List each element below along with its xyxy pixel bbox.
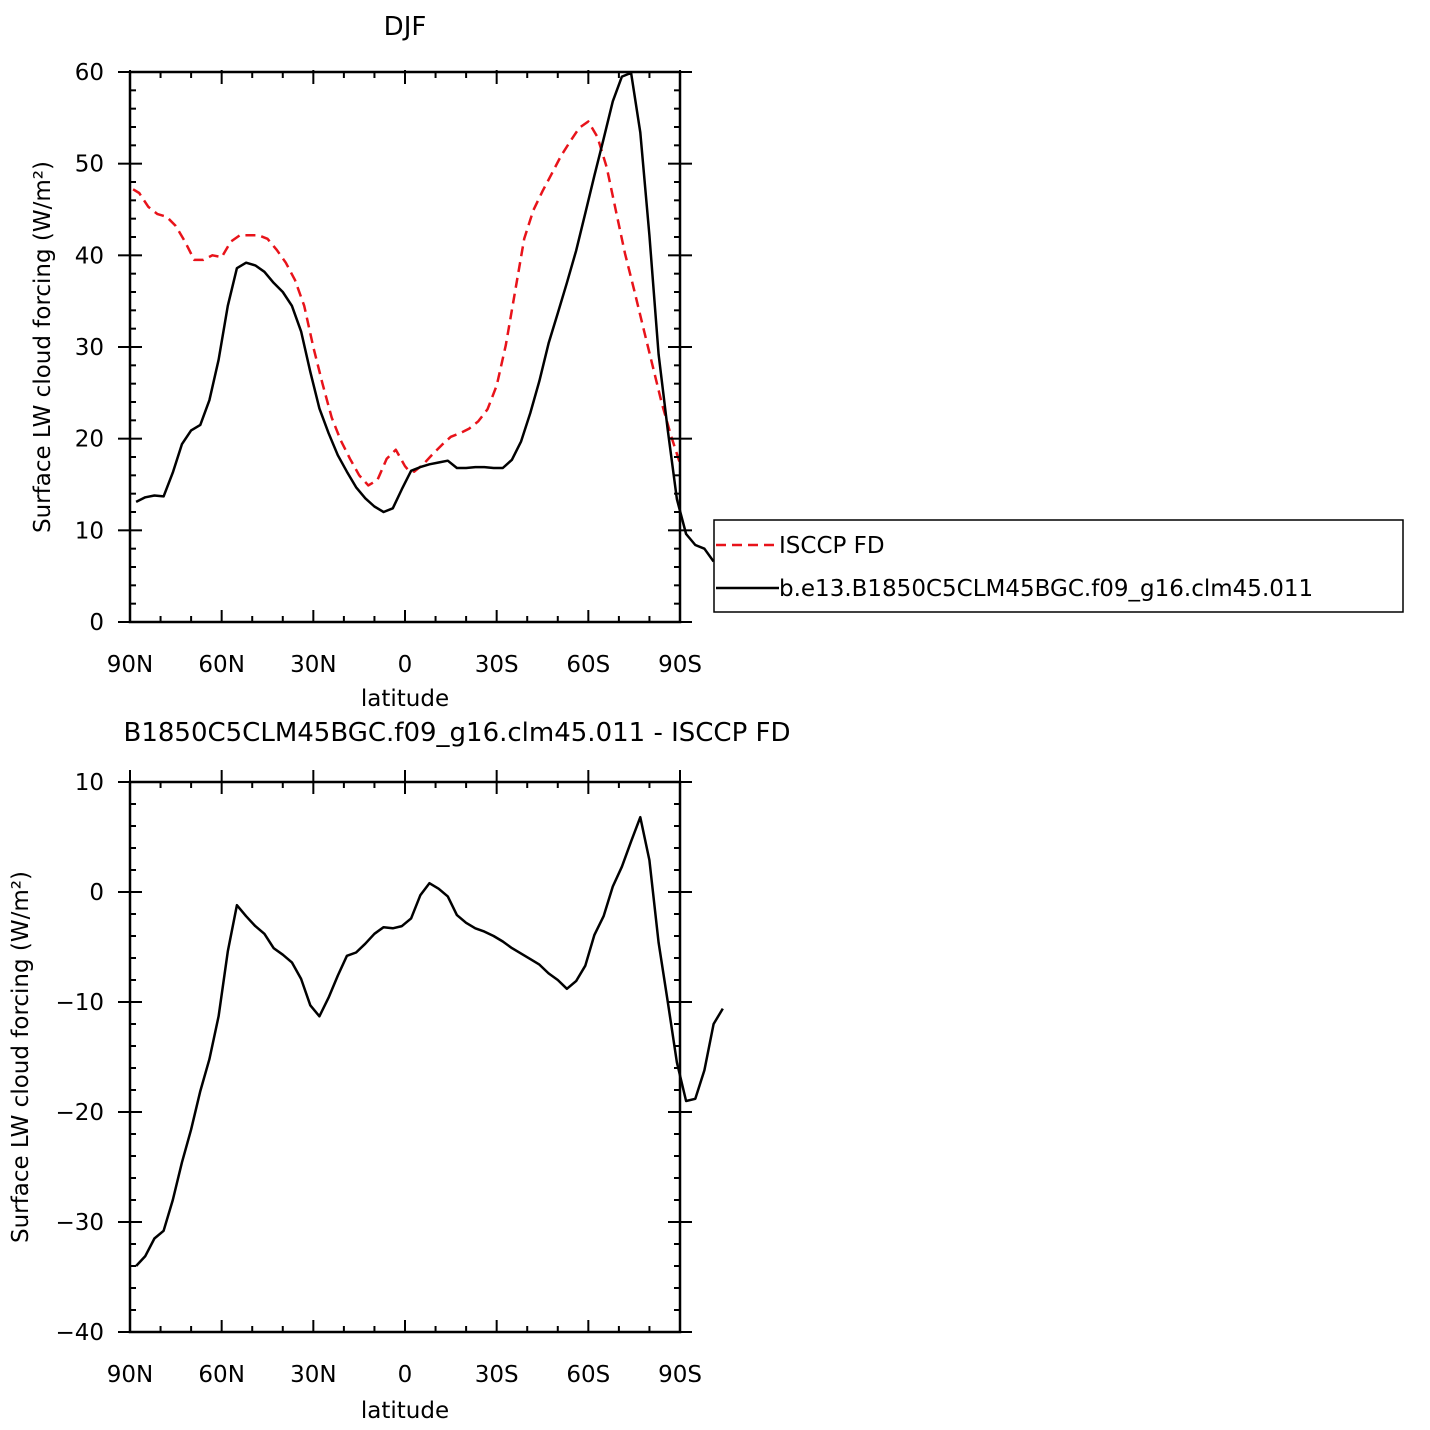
- chart0-x-tick-label: 30N: [290, 652, 336, 678]
- bottom-chart-title: B1850C5CLM45BGC.f09_g16.clm45.011 - ISCC…: [123, 718, 790, 748]
- chart1-y-tick-label: −20: [55, 1100, 104, 1126]
- chart1-y-tick-label: 10: [75, 770, 104, 796]
- chart0-x-tick-label: 60N: [198, 652, 244, 678]
- chart0-y-tick-label: 40: [75, 243, 104, 269]
- chart0-x-tick-label: 60S: [566, 652, 610, 678]
- bottom-chart-series-layer: [135, 815, 724, 1267]
- bottom-chart: B1850C5CLM45BGC.f09_g16.clm45.011 - ISCC…: [8, 718, 791, 1424]
- top-chart-x-axis-title: latitude: [361, 686, 449, 712]
- chart1-y-tick-label: −40: [55, 1320, 104, 1346]
- bottom-chart-x-axis-title: latitude: [361, 1398, 449, 1424]
- chart1-x-tick-label: 30N: [290, 1362, 336, 1388]
- chart0-y-tick-label: 50: [75, 152, 104, 178]
- chart0-y-tick-label: 60: [75, 60, 104, 86]
- chart0-x-tick-label: 30S: [475, 652, 519, 678]
- chart1-x-tick-label: 30S: [475, 1362, 519, 1388]
- chart0-y-tick-label: 20: [75, 427, 104, 453]
- top-chart-title: DJF: [384, 12, 427, 42]
- chart0-x-tick-label: 90N: [107, 652, 153, 678]
- legend-label-isccp: ISCCP FD: [779, 533, 885, 559]
- top-chart: DJF 90N 60N 30N 0 30S 60S 90S 0 10 20 30 40 50 60 lat…: [30, 12, 715, 712]
- chart1-x-tick-label: 60N: [198, 1362, 244, 1388]
- chart1-y-tick-label: −30: [55, 1210, 104, 1236]
- chart1-x-tick-label: 90N: [107, 1362, 153, 1388]
- chart0-y-tick-label: 30: [75, 335, 104, 361]
- chart1-x-tick-label: 60S: [566, 1362, 610, 1388]
- top-chart-series-layer: [132, 71, 715, 563]
- bottom-chart-y-axis-title: Surface LW cloud forcing (W/m²): [8, 871, 34, 1243]
- chart1-x-tick-label: 90S: [658, 1362, 702, 1388]
- legend-label-model: b.e13.B1850C5CLM45BGC.f09_g16.clm45.011: [779, 576, 1313, 602]
- top-chart-y-axis-title: Surface LW cloud forcing (W/m²): [30, 161, 56, 533]
- chart0-x-tick-label: 0: [398, 652, 413, 678]
- legend-box: [713, 519, 1404, 613]
- chart0-x-tick-label: 90S: [658, 652, 702, 678]
- chart1-x-tick-label: 0: [398, 1362, 413, 1388]
- chart1-series-0-line: [135, 815, 724, 1267]
- bottom-chart-ticks: 90N 60N 30N 0 30S 60S 90S −40 −30 −20 −10 0 10: [55, 770, 702, 1388]
- top-chart-legend: ISCCP FD b.e13.B1850C5CLM45BGC.f09_g16.c…: [713, 519, 1404, 613]
- chart0-series-1-line: [135, 71, 715, 563]
- chart0-y-tick-label: 0: [89, 610, 104, 636]
- chart0-y-tick-label: 10: [75, 518, 104, 544]
- chart1-y-tick-label: −10: [55, 990, 104, 1016]
- chart1-y-tick-label: 0: [89, 880, 104, 906]
- chart0-series-0-line: [132, 120, 682, 487]
- top-chart-ticks: 90N 60N 30N 0 30S 60S 90S 0 10 20 30 40 50 60: [75, 60, 702, 678]
